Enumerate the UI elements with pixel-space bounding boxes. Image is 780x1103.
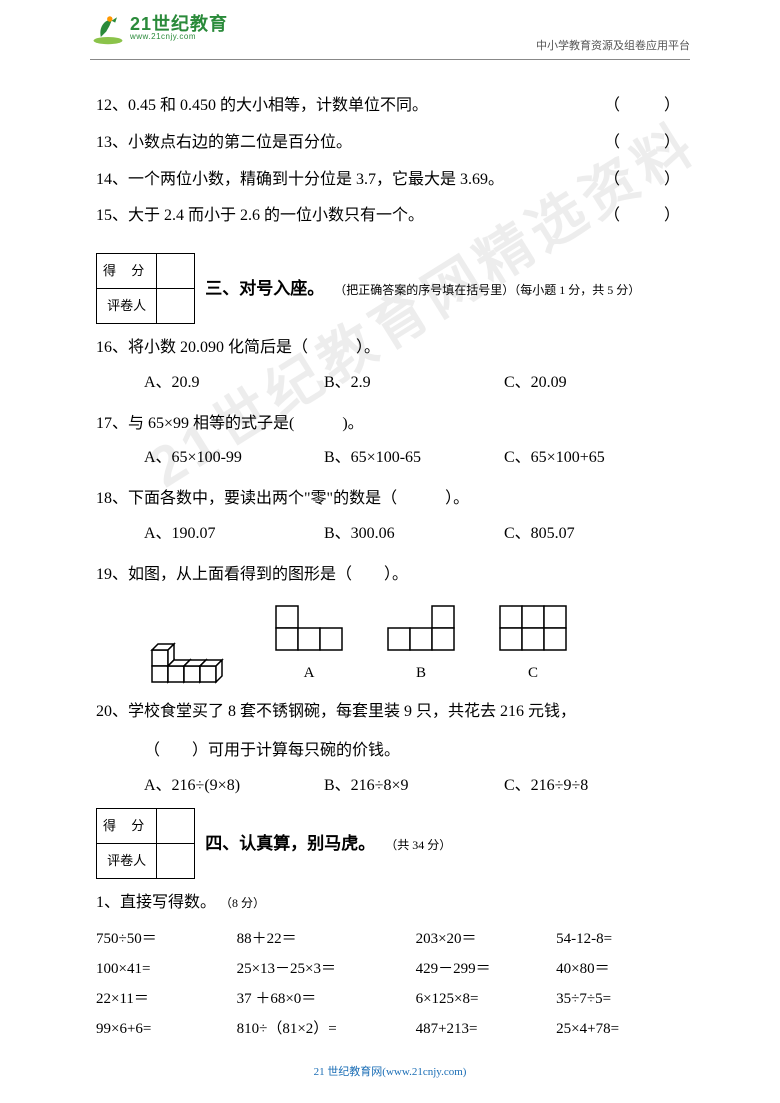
- figure-row: A B: [96, 604, 684, 691]
- grader-label: 评卷人: [97, 289, 157, 324]
- calc-heading-row: 1、直接写得数。 （8 分）: [96, 885, 684, 922]
- calc-cell: 100×41=: [96, 954, 237, 984]
- score-box: 得 分 评卷人: [96, 253, 195, 324]
- opt-a[interactable]: A、216÷(9×8): [144, 768, 324, 805]
- mc-item-19: 19、如图，从上面看得到的图形是（ ）。: [96, 557, 684, 594]
- score-cell[interactable]: [157, 809, 195, 844]
- mc-item-17: 17、与 65×99 相等的式子是( )。: [96, 406, 684, 443]
- calc-cell: 54-12-8=: [556, 924, 684, 954]
- calc-cell: 810÷（81×2）=: [237, 1014, 416, 1044]
- opt-c[interactable]: C、805.07: [504, 516, 684, 553]
- mc-opts-18: A、190.07 B、300.06 C、805.07: [96, 516, 684, 553]
- score-box: 得 分 评卷人: [96, 808, 195, 879]
- fig-label-b: B: [386, 656, 456, 691]
- calc-cell: 6×125×8=: [416, 984, 557, 1014]
- figure-option-b[interactable]: B: [386, 604, 456, 691]
- answer-paren[interactable]: （ ）: [604, 162, 684, 199]
- calc-cell: 203×20＝: [416, 924, 557, 954]
- mc-opts-16: A、20.9 B、2.9 C、20.09: [96, 365, 684, 402]
- section-3-note: （把正确答案的序号填在括号里）（每小题 1 分，共 5 分）: [334, 283, 640, 297]
- mc-opts-17: A、65×100-99 B、65×100-65 C、65×100+65: [96, 440, 684, 477]
- figure-option-c[interactable]: C: [498, 604, 568, 691]
- logo: 21世纪教育 www.21cnjy.com: [90, 10, 228, 46]
- section-3-header: 得 分 评卷人 三、对号入座。 （把正确答案的序号填在括号里）（每小题 1 分，…: [96, 253, 684, 324]
- page-content: 12、0.45 和 0.450 的大小相等，计数单位不同。 （ ） 13、小数点…: [96, 88, 684, 1044]
- tf-text: 15、大于 2.4 而小于 2.6 的一位小数只有一个。: [96, 207, 424, 224]
- tf-text: 13、小数点右边的第二位是百分位。: [96, 134, 352, 151]
- opt-c[interactable]: C、216÷9÷8: [504, 768, 684, 805]
- answer-paren[interactable]: （ ）: [604, 88, 684, 125]
- logo-main-text: 21世纪教育: [130, 15, 228, 33]
- calc-cell: 22×11＝: [96, 984, 237, 1014]
- section-4-note: （共 34 分）: [385, 838, 451, 852]
- logo-sub-text: www.21cnjy.com: [130, 33, 228, 41]
- calc-heading-note: （8 分）: [220, 896, 265, 910]
- answer-paren[interactable]: （ ）: [604, 198, 684, 235]
- logo-icon: [90, 10, 126, 46]
- grader-cell[interactable]: [157, 844, 195, 879]
- page-header: 21世纪教育 www.21cnjy.com 中小学教育资源及组卷应用平台: [90, 8, 690, 60]
- mc-item-18: 18、下面各数中，要读出两个"零"的数是（ ）。: [96, 481, 684, 518]
- opt-a[interactable]: A、20.9: [144, 365, 324, 402]
- page-footer: 21 世纪教育网(www.21cnjy.com): [0, 1063, 780, 1079]
- tf-item-15: 15、大于 2.4 而小于 2.6 的一位小数只有一个。 （ ）: [96, 198, 684, 235]
- calc-grid: 750÷50＝ 88＋22＝ 203×20＝ 54-12-8= 100×41= …: [96, 924, 684, 1044]
- header-subtitle: 中小学教育资源及组卷应用平台: [536, 37, 690, 53]
- grader-label: 评卷人: [97, 844, 157, 879]
- opt-b[interactable]: B、216÷8×9: [324, 768, 504, 805]
- opt-c[interactable]: C、20.09: [504, 365, 684, 402]
- tf-item-12: 12、0.45 和 0.450 的大小相等，计数单位不同。 （ ）: [96, 88, 684, 125]
- opt-b[interactable]: B、2.9: [324, 365, 504, 402]
- calc-cell: 37 ＋68×0＝: [237, 984, 416, 1014]
- calc-cell: 750÷50＝: [96, 924, 237, 954]
- calc-cell: 25×4+78=: [556, 1014, 684, 1044]
- opt-a[interactable]: A、190.07: [144, 516, 324, 553]
- opt-b[interactable]: B、300.06: [324, 516, 504, 553]
- calc-cell: 40×80＝: [556, 954, 684, 984]
- section-4-header: 得 分 评卷人 四、认真算，别马虎。 （共 34 分）: [96, 808, 684, 879]
- tf-item-13: 13、小数点右边的第二位是百分位。 （ ）: [96, 125, 684, 162]
- section-3-title: 三、对号入座。: [205, 279, 324, 298]
- score-label: 得 分: [97, 809, 157, 844]
- score-cell[interactable]: [157, 254, 195, 289]
- tf-text: 12、0.45 和 0.450 的大小相等，计数单位不同。: [96, 97, 428, 114]
- answer-paren[interactable]: （ ）: [604, 125, 684, 162]
- calc-cell: 25×13－25×3＝: [237, 954, 416, 984]
- section-4-title: 四、认真算，别马虎。: [205, 834, 375, 853]
- opt-c[interactable]: C、65×100+65: [504, 440, 684, 477]
- calc-cell: 99×6+6=: [96, 1014, 237, 1044]
- mc-opts-20: A、216÷(9×8) B、216÷8×9 C、216÷9÷8: [96, 768, 684, 805]
- opt-a[interactable]: A、65×100-99: [144, 440, 324, 477]
- figure-option-a[interactable]: A: [274, 604, 344, 691]
- calc-cell: 487+213=: [416, 1014, 557, 1044]
- figure-3d: [144, 626, 232, 690]
- grader-cell[interactable]: [157, 289, 195, 324]
- tf-text: 14、一个两位小数，精确到十分位是 3.7，它最大是 3.69。: [96, 171, 504, 188]
- calc-cell: 429－299＝: [416, 954, 557, 984]
- mc-item-20-line2: （ ）可用于计算每只碗的价钱。: [96, 733, 684, 770]
- fig-label-c: C: [498, 656, 568, 691]
- opt-b[interactable]: B、65×100-65: [324, 440, 504, 477]
- calc-heading: 1、直接写得数。: [96, 894, 216, 911]
- fig-label-a: A: [274, 656, 344, 691]
- score-label: 得 分: [97, 254, 157, 289]
- mc-item-20: 20、学校食堂买了 8 套不锈钢碗，每套里装 9 只，共花去 216 元钱，: [96, 694, 684, 731]
- tf-item-14: 14、一个两位小数，精确到十分位是 3.7，它最大是 3.69。 （ ）: [96, 162, 684, 199]
- mc-item-16: 16、将小数 20.090 化简后是（ ）。: [96, 330, 684, 367]
- calc-cell: 35÷7÷5=: [556, 984, 684, 1014]
- calc-cell: 88＋22＝: [237, 924, 416, 954]
